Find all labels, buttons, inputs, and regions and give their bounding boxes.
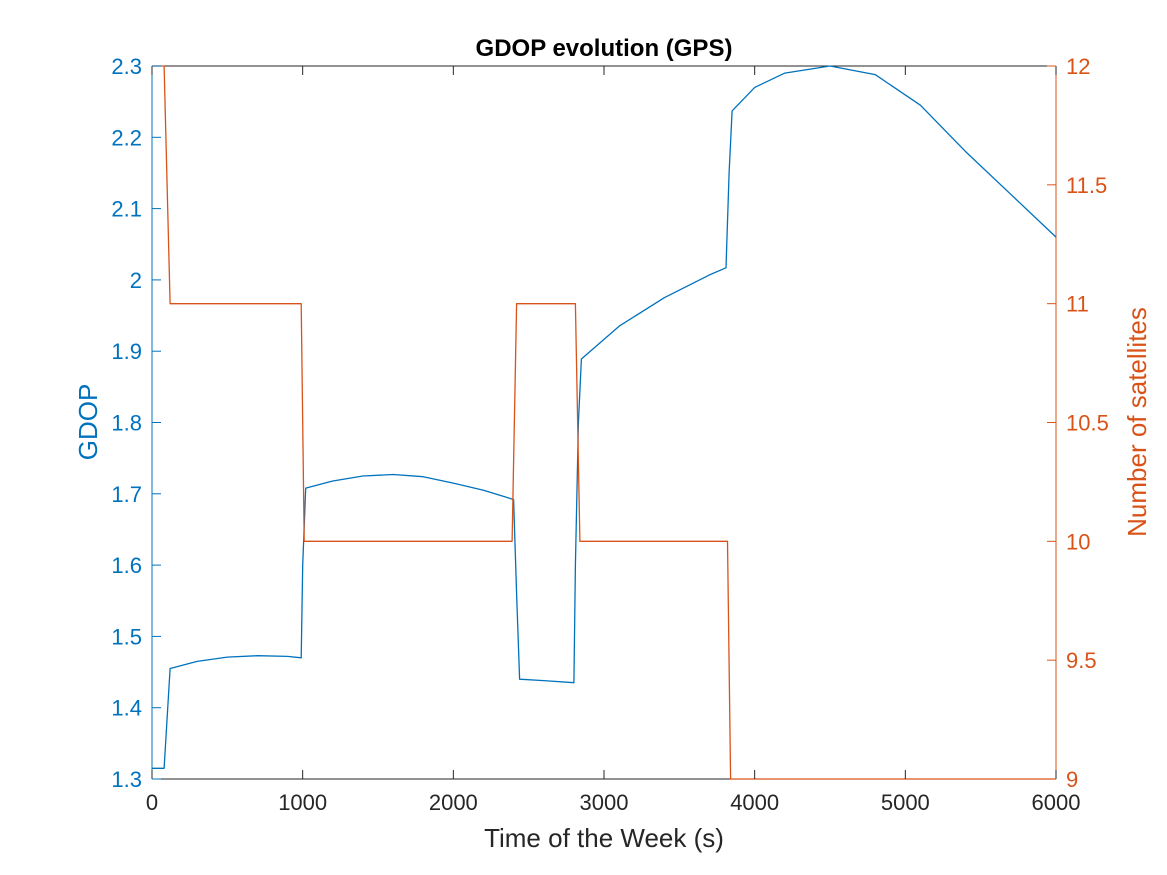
- y-left-tick-label: 1.7: [111, 482, 142, 507]
- y-right-tick-label: 12: [1066, 54, 1090, 79]
- x-tick-label: 6000: [1032, 790, 1081, 815]
- y-left-tick-label: 1.9: [111, 339, 142, 364]
- y-left-tick-label: 1.6: [111, 553, 142, 578]
- x-tick-label: 3000: [580, 790, 629, 815]
- y-right-tick-label: 9: [1066, 767, 1078, 792]
- y-right-tick-label: 11: [1066, 292, 1089, 317]
- y-left-tick-label: 1.4: [111, 696, 142, 721]
- y-right-tick-label: 11.5: [1066, 173, 1107, 198]
- y-right-tick-label: 10: [1066, 529, 1090, 554]
- x-tick-label: 5000: [881, 790, 930, 815]
- y-left-tick-label: 2: [130, 268, 142, 293]
- y-left-tick-label: 1.5: [111, 624, 142, 649]
- series-layer: [152, 65, 1057, 780]
- chart-title: GDOP evolution (GPS): [476, 35, 733, 62]
- ticks-layer: 0 1000 2000 3000 4000 5000 6000 1.3 1.4 1.5 1.6 1.7…: [111, 54, 1108, 815]
- x-tick-label: 2000: [429, 790, 478, 815]
- x-tick-label: 0: [146, 790, 158, 815]
- y-right-tick-label: 10.5: [1066, 411, 1109, 436]
- y-left-tick-label: 2.2: [111, 125, 142, 150]
- y-right-tick-label: 9.5: [1066, 648, 1097, 673]
- y-left-tick-label: 1.8: [111, 411, 142, 436]
- y-left-tick-label: 1.3: [111, 767, 142, 792]
- x-tick-label: 1000: [278, 790, 327, 815]
- y-axis-left-label: GDOP: [73, 384, 103, 461]
- plot-frame: [151, 65, 1057, 780]
- y-left-tick-label: 2.3: [111, 54, 142, 79]
- satellites-series-line: [152, 65, 1056, 780]
- x-axis-label: Time of the Week (s): [484, 823, 724, 853]
- y-axis-right-label: Number of satellites: [1122, 307, 1152, 537]
- gdop-series-line: [152, 65, 1057, 769]
- y-left-tick-label: 2.1: [111, 197, 142, 222]
- x-tick-label: 4000: [730, 790, 779, 815]
